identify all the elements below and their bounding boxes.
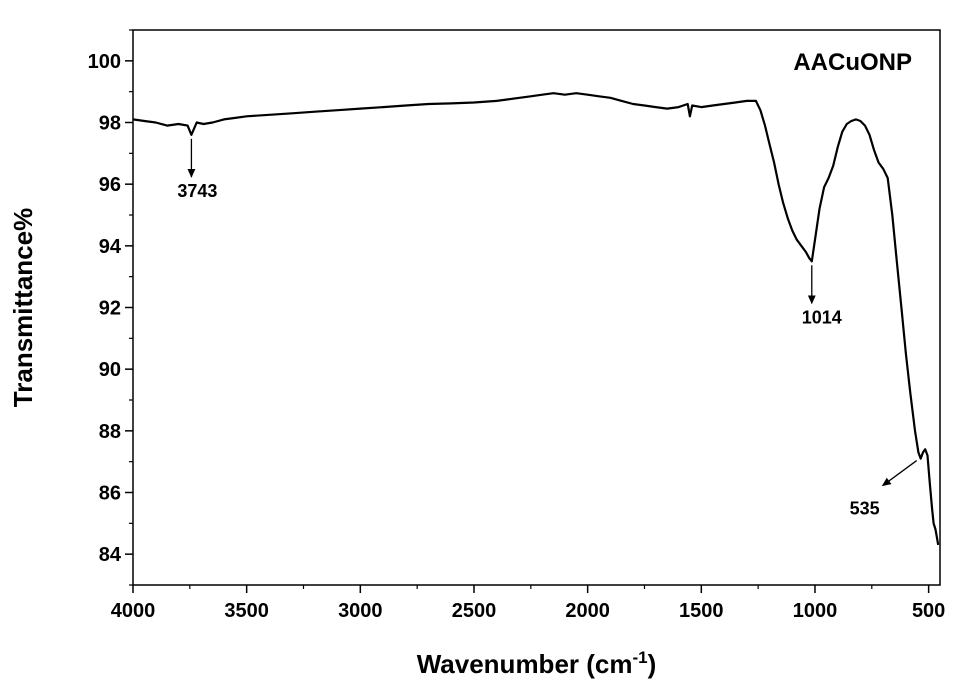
x-axis-title-main: Wavenumber (cm (417, 649, 633, 679)
x-axis-ticks: 4000 3500 3000 2500 2000 1500 1000 500 (111, 585, 945, 622)
y-tick-label: 94 (99, 236, 122, 258)
y-tick-label: 100 (88, 51, 121, 73)
annotation-label: 3743 (177, 181, 217, 201)
y-tick-label: 86 (99, 483, 121, 505)
peak-annotations: 3743 1014 535 (177, 138, 918, 519)
x-axis-title-close: ) (648, 649, 657, 679)
x-tick-label: 500 (912, 600, 945, 622)
x-axis-title-superscript: -1 (632, 648, 647, 667)
y-tick-label: 84 (99, 544, 122, 566)
y-axis-title: Transmittance% (8, 208, 38, 407)
y-tick-label: 92 (99, 298, 121, 320)
annotation-label: 1014 (802, 307, 842, 327)
x-tick-label: 3500 (224, 600, 269, 622)
x-tick-label: 1000 (793, 600, 838, 622)
y-axis-ticks: 84 86 88 90 92 94 96 98 100 (88, 29, 133, 586)
x-tick-label: 3000 (338, 600, 383, 622)
x-tick-label: 2500 (452, 600, 497, 622)
annotation-label: 535 (850, 499, 880, 519)
x-tick-label: 4000 (111, 600, 156, 622)
x-tick-label: 1500 (679, 600, 724, 622)
y-tick-label: 90 (99, 359, 121, 381)
annotation-arrow (881, 460, 918, 487)
y-tick-label: 98 (99, 113, 121, 135)
x-tick-label: 2000 (565, 600, 610, 622)
plot-frame (132, 29, 941, 586)
y-tick-label: 88 (99, 421, 121, 443)
y-tick-label: 96 (99, 174, 121, 196)
x-axis-title: Wavenumber (cm-1) (417, 648, 657, 679)
series-line (132, 92, 940, 546)
legend-label: AACuONP (793, 49, 912, 76)
